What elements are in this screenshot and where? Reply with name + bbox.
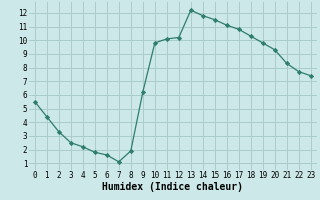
X-axis label: Humidex (Indice chaleur): Humidex (Indice chaleur) — [102, 182, 243, 192]
